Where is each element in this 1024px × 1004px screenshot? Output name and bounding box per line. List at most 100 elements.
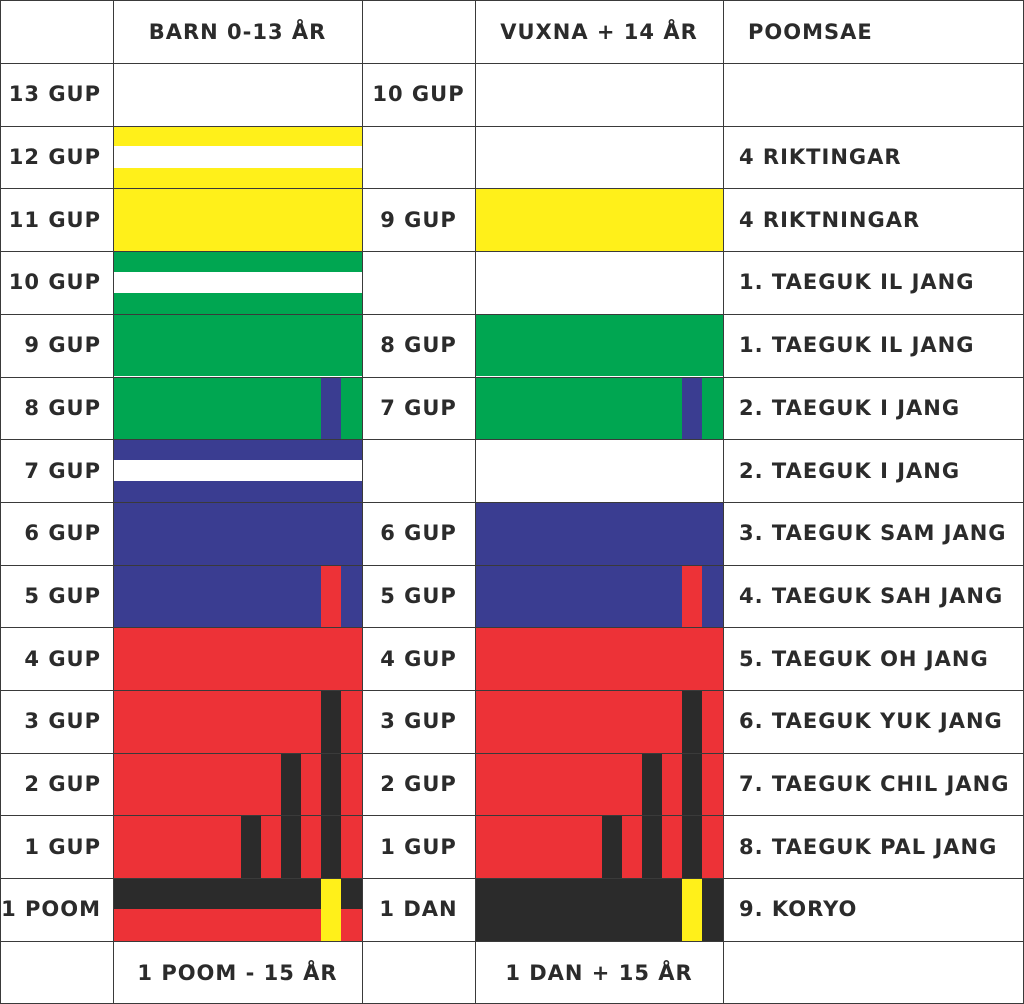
barn-belt — [113, 125, 362, 189]
belt-tip-stripe — [682, 878, 702, 941]
barn-belt — [113, 188, 362, 252]
vuxna-grade-label: 7 GUP — [380, 395, 457, 420]
vuxna-grade-label: 1 DAN — [379, 897, 458, 922]
table-row: 11 GUP 9 GUP 4 RIKTNINGAR — [0, 188, 1024, 252]
belt-tip-stripe — [281, 815, 301, 879]
barn-grade-label: 11 GUP — [8, 207, 101, 232]
barn-grade-label: 13 GUP — [8, 82, 101, 107]
barn-belt — [113, 752, 362, 816]
vuxna-grade-label: 6 GUP — [380, 521, 457, 546]
vuxna-grade-label: 8 GUP — [380, 333, 457, 358]
grid-line-horizontal — [0, 941, 1024, 942]
belt-tip-stripe — [321, 564, 341, 628]
grid-line-horizontal — [0, 627, 1024, 628]
barn-belt — [113, 251, 362, 314]
vuxna-grade-label — [362, 251, 475, 314]
belt-tip-stripe — [642, 752, 662, 816]
vuxna-belt — [475, 815, 723, 879]
grid-line-horizontal — [0, 690, 1024, 691]
barn-belt — [113, 815, 362, 879]
table-row: 4 GUP 4 GUP 5. TAEGUK OH JANG — [0, 627, 1024, 690]
table-row: 1 POOM 1 DAN 9. KORYO — [0, 878, 1024, 941]
barn-belt — [113, 63, 362, 126]
vuxna-belt — [475, 125, 723, 189]
grid-line-horizontal — [0, 63, 1024, 64]
footer-barn: 1 POOM - 15 ÅR — [137, 960, 338, 985]
vuxna-belt — [475, 313, 723, 377]
header-vuxna: VUXNA + 14 ÅR — [500, 19, 698, 44]
barn-grade-label: 6 GUP — [24, 521, 101, 546]
table-row: 6 GUP 6 GUP 3. TAEGUK SAM JANG — [0, 501, 1024, 565]
table-row: 10 GUP 1. TAEGUK IL JANG — [0, 251, 1024, 314]
barn-grade-label: 1 POOM — [1, 897, 101, 922]
grid-line-horizontal — [0, 815, 1024, 816]
vuxna-belt — [475, 439, 723, 502]
table-row: 9 GUP 8 GUP 1. TAEGUK IL JANG — [0, 313, 1024, 377]
barn-belt — [113, 564, 362, 628]
vuxna-belt — [475, 752, 723, 816]
poomsae-label: 1. TAEGUK IL JANG — [739, 333, 975, 358]
grid-line-horizontal — [0, 753, 1024, 754]
vuxna-grade-label — [362, 439, 475, 502]
grid-line-horizontal — [0, 0, 1024, 1]
belt-tip-stripe — [682, 752, 702, 816]
belt-tip-stripe — [321, 815, 341, 879]
barn-grade-label: 8 GUP — [24, 395, 101, 420]
belt-center-stripe — [113, 146, 362, 168]
belt-tip-stripe — [281, 752, 301, 816]
table-row: 7 GUP 2. TAEGUK I JANG — [0, 439, 1024, 502]
poomsae-label: 3. TAEGUK SAM JANG — [739, 521, 1007, 546]
barn-belt — [113, 376, 362, 440]
vuxna-belt — [475, 63, 723, 126]
grid-line-horizontal — [0, 502, 1024, 503]
vuxna-belt — [475, 564, 723, 628]
grid-line-horizontal — [0, 377, 1024, 378]
poomsae-label: 2. TAEGUK I JANG — [739, 395, 961, 420]
poomsae-label: 4 RIKTINGAR — [739, 145, 902, 170]
table-row: 3 GUP 3 GUP 6. TAEGUK YUK JANG — [0, 690, 1024, 753]
poomsae-label — [739, 63, 1019, 126]
vuxna-belt — [475, 627, 723, 690]
vuxna-belt — [475, 376, 723, 440]
barn-grade-label: 10 GUP — [8, 270, 101, 295]
poomsae-label: 9. KORYO — [739, 897, 858, 922]
barn-belt — [113, 627, 362, 690]
poomsae-label: 7. TAEGUK CHIL JANG — [739, 772, 1010, 797]
footer-vuxna: 1 DAN + 15 ÅR — [505, 960, 693, 985]
barn-belt — [113, 878, 362, 941]
header-barn: BARN 0-13 ÅR — [148, 19, 327, 44]
footer-row: 1 POOM - 15 ÅR 1 DAN + 15 ÅR — [0, 941, 1024, 1004]
table-row: 2 GUP 2 GUP 7. TAEGUK CHIL JANG — [0, 752, 1024, 816]
vuxna-grade-label: 10 GUP — [372, 82, 465, 107]
belt-center-stripe — [113, 459, 362, 482]
belt-black-half — [113, 878, 362, 910]
vuxna-belt — [475, 878, 723, 941]
vuxna-grade-label: 2 GUP — [380, 772, 457, 797]
belt-red-half — [113, 909, 362, 941]
belt-tip-stripe — [321, 376, 341, 440]
belt-tip-stripe — [321, 690, 341, 753]
vuxna-grade-label: 9 GUP — [380, 207, 457, 232]
barn-belt — [113, 690, 362, 753]
belt-tip-stripe — [241, 815, 261, 879]
vuxna-grade-label: 1 GUP — [380, 834, 457, 859]
header-row: BARN 0-13 ÅR VUXNA + 14 ÅR POOMSAE — [0, 0, 1024, 63]
belt-tip-stripe — [642, 815, 662, 879]
table-row: 12 GUP 4 RIKTINGAR — [0, 125, 1024, 189]
grid-line-horizontal — [0, 126, 1024, 127]
vuxna-grade-label: 3 GUP — [380, 709, 457, 734]
belt-center-stripe — [113, 271, 362, 294]
poomsae-label: 6. TAEGUK YUK JANG — [739, 709, 1003, 734]
table-row: 5 GUP 5 GUP 4. TAEGUK SAH JANG — [0, 564, 1024, 628]
barn-grade-label: 7 GUP — [24, 458, 101, 483]
barn-belt — [113, 501, 362, 565]
grid-line-horizontal — [0, 314, 1024, 315]
poomsae-label: 4 RIKTNINGAR — [739, 207, 921, 232]
barn-grade-label: 9 GUP — [24, 333, 101, 358]
belt-tip-stripe — [682, 690, 702, 753]
belt-tip-stripe — [682, 815, 702, 879]
barn-grade-label: 2 GUP — [24, 772, 101, 797]
vuxna-grade-label — [362, 126, 475, 189]
barn-belt — [113, 313, 362, 377]
